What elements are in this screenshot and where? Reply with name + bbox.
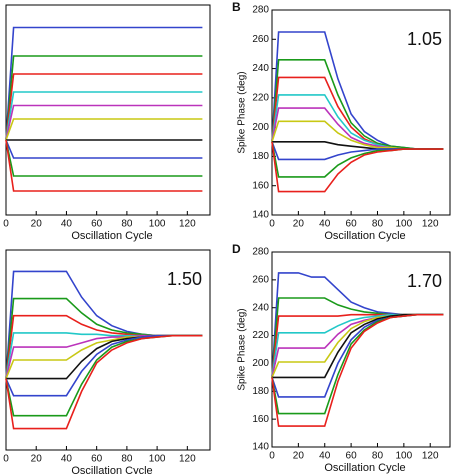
y-tick-label: 240 xyxy=(252,302,269,313)
series-line xyxy=(271,141,444,193)
y-axis-label: Spike Phase (deg) xyxy=(237,71,248,153)
series-line xyxy=(271,59,444,150)
series-line xyxy=(271,313,444,378)
x-tick-label: 100 xyxy=(149,454,166,465)
x-tick-label: 20 xyxy=(293,451,305,462)
x-tick-label: 20 xyxy=(31,454,43,465)
x-tick-label: 100 xyxy=(396,219,413,230)
series-line xyxy=(271,76,444,150)
x-axis-label: Oscillation Cycle xyxy=(71,465,152,474)
x-tick-label: 120 xyxy=(179,219,196,230)
y-tick-label: 180 xyxy=(252,151,269,162)
x-tick-label: 20 xyxy=(31,219,43,230)
series-line xyxy=(5,55,203,141)
y-tick-label: 240 xyxy=(252,63,269,74)
x-tick-label: 80 xyxy=(372,219,384,230)
series-line xyxy=(271,141,444,161)
y-tick-label: 180 xyxy=(252,386,269,397)
series-line xyxy=(5,104,203,141)
x-tick-label: 100 xyxy=(396,451,413,462)
plot-frame xyxy=(5,249,211,451)
series-line xyxy=(5,139,203,177)
x-tick-label: 40 xyxy=(61,219,73,230)
series-line xyxy=(271,313,444,427)
x-tick-label: 0 xyxy=(269,219,275,230)
x-tick-label: 120 xyxy=(422,451,439,462)
y-tick-label: 160 xyxy=(252,414,269,425)
x-axis-label: Oscillation Cycle xyxy=(71,230,152,242)
y-tick-label: 220 xyxy=(252,330,269,341)
series-line xyxy=(271,313,444,378)
x-tick-label: 40 xyxy=(319,219,331,230)
condition-label: 1.70 xyxy=(407,271,442,291)
series-line xyxy=(5,73,203,141)
series-line xyxy=(5,26,203,141)
series-line xyxy=(272,313,444,379)
y-tick-label: 220 xyxy=(252,92,269,103)
x-tick-label: 80 xyxy=(372,451,384,462)
series-line xyxy=(5,139,203,192)
series-line xyxy=(5,139,203,159)
x-tick-label: 0 xyxy=(3,454,9,465)
x-tick-label: 60 xyxy=(91,454,103,465)
x-tick-label: 60 xyxy=(346,219,358,230)
x-tick-label: 100 xyxy=(149,219,166,230)
y-tick-label: 280 xyxy=(252,247,269,258)
x-tick-label: 60 xyxy=(346,451,358,462)
x-tick-label: 20 xyxy=(293,219,305,230)
y-tick-label: 200 xyxy=(252,358,269,369)
x-tick-label: 80 xyxy=(121,219,133,230)
plot-frame xyxy=(271,9,451,216)
x-axis-label: Oscillation Cycle xyxy=(324,230,405,242)
plot-frame xyxy=(5,4,211,216)
x-tick-label: 120 xyxy=(179,454,196,465)
panel-label: D xyxy=(232,242,241,256)
condition-label: 1.05 xyxy=(407,29,442,49)
series-line xyxy=(271,313,444,378)
y-axis-label: Spike Phase (deg) xyxy=(237,308,248,390)
x-tick-label: 40 xyxy=(61,454,73,465)
y-tick-label: 160 xyxy=(252,180,269,191)
series-line xyxy=(271,120,444,150)
series-line xyxy=(271,313,444,378)
series-line xyxy=(5,91,203,141)
y-tick-label: 200 xyxy=(252,122,269,133)
panel-label: B xyxy=(232,0,241,14)
y-tick-label: 140 xyxy=(252,442,269,453)
series-line xyxy=(5,334,203,430)
series-line xyxy=(271,31,444,150)
x-tick-label: 80 xyxy=(121,454,133,465)
y-tick-label: 260 xyxy=(252,274,269,285)
x-tick-label: 0 xyxy=(3,219,9,230)
condition-label: 1.50 xyxy=(167,269,202,289)
x-axis-label: Oscillation Cycle xyxy=(324,462,405,474)
x-tick-label: 40 xyxy=(319,451,331,462)
y-tick-label: 260 xyxy=(252,34,269,45)
y-tick-label: 280 xyxy=(252,5,269,16)
x-tick-label: 60 xyxy=(91,219,103,230)
series-line xyxy=(271,313,444,398)
x-tick-label: 0 xyxy=(269,451,275,462)
x-tick-label: 120 xyxy=(422,219,439,230)
series-line xyxy=(5,118,203,141)
y-tick-label: 140 xyxy=(252,210,269,221)
plot-frame xyxy=(271,251,451,448)
